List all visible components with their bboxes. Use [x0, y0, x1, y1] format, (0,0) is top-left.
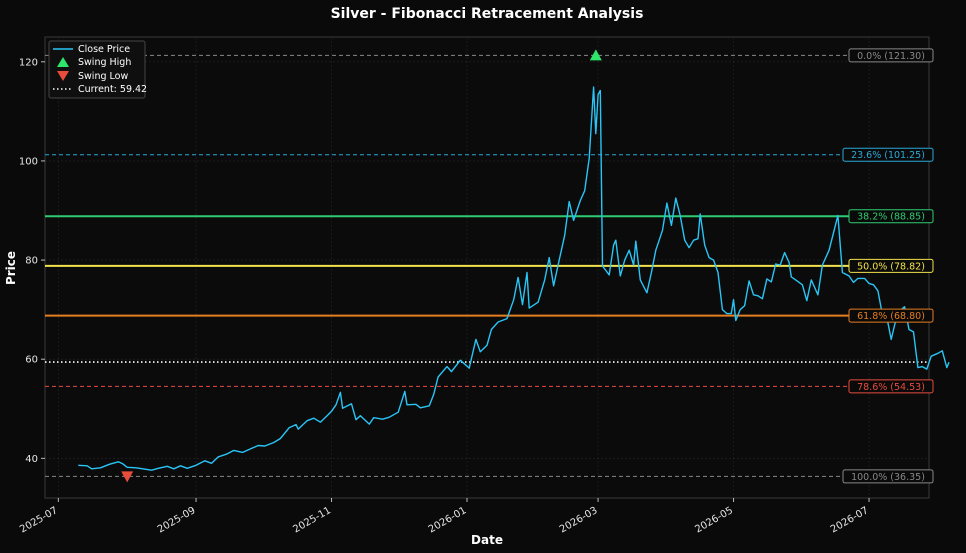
- legend: Close Price Swing High Swing Low Current…: [48, 40, 147, 99]
- fib-label: 23.6% (101.25): [851, 150, 925, 161]
- fib-label: 0.0% (121.30): [857, 51, 925, 62]
- y-axis: 40 60 80 100 120: [19, 57, 45, 465]
- swing-high-marker: [589, 49, 602, 61]
- swing-markers: [121, 49, 602, 483]
- grid: [45, 37, 929, 498]
- y-tick-label: 120: [19, 57, 38, 68]
- fib-label-box: [848, 258, 934, 273]
- fib-label-box: [848, 308, 934, 323]
- x-axis-title: Date: [471, 533, 503, 547]
- chart-title: Silver - Fibonacci Retracement Analysis: [331, 6, 644, 22]
- fib-label-box: [842, 469, 934, 484]
- fib-label-box: [848, 48, 934, 63]
- fib-label: 38.2% (88.85): [857, 212, 925, 223]
- fib-labels: 0.0% (121.30) 23.6% (101.25) 38.2% (88.85)…: [842, 48, 934, 484]
- y-tick-label: 40: [25, 454, 38, 465]
- legend-swing-high: Swing High: [78, 57, 131, 68]
- fib-label: 78.6% (54.53): [857, 382, 925, 393]
- legend-box: [48, 40, 146, 99]
- plot-area: [44, 36, 930, 499]
- legend-swing-low-marker: [57, 71, 69, 81]
- y-tick-label: 100: [19, 156, 38, 167]
- fib-label: 61.8% (68.80): [857, 311, 925, 322]
- close-price-line: [78, 86, 950, 471]
- swing-low-marker: [121, 471, 134, 483]
- fib-label: 50.0% (78.82): [857, 261, 925, 272]
- fib-label-box: [848, 379, 934, 394]
- legend-swing-low: Swing Low: [78, 71, 128, 82]
- fib-label: 100.0% (36.35): [851, 472, 925, 483]
- fib-label-box: [848, 209, 934, 224]
- close-price-series: [78, 86, 950, 471]
- legend-current: Current: 59.42: [78, 84, 147, 95]
- fib-label-box: [842, 147, 934, 162]
- y-tick-label: 80: [25, 256, 38, 267]
- y-axis-title: Price: [4, 251, 18, 285]
- legend-swing-high-marker: [57, 57, 69, 67]
- legend-close-price: Close Price: [78, 44, 130, 55]
- y-tick-label: 60: [25, 355, 38, 366]
- fib-levels: [45, 54, 929, 477]
